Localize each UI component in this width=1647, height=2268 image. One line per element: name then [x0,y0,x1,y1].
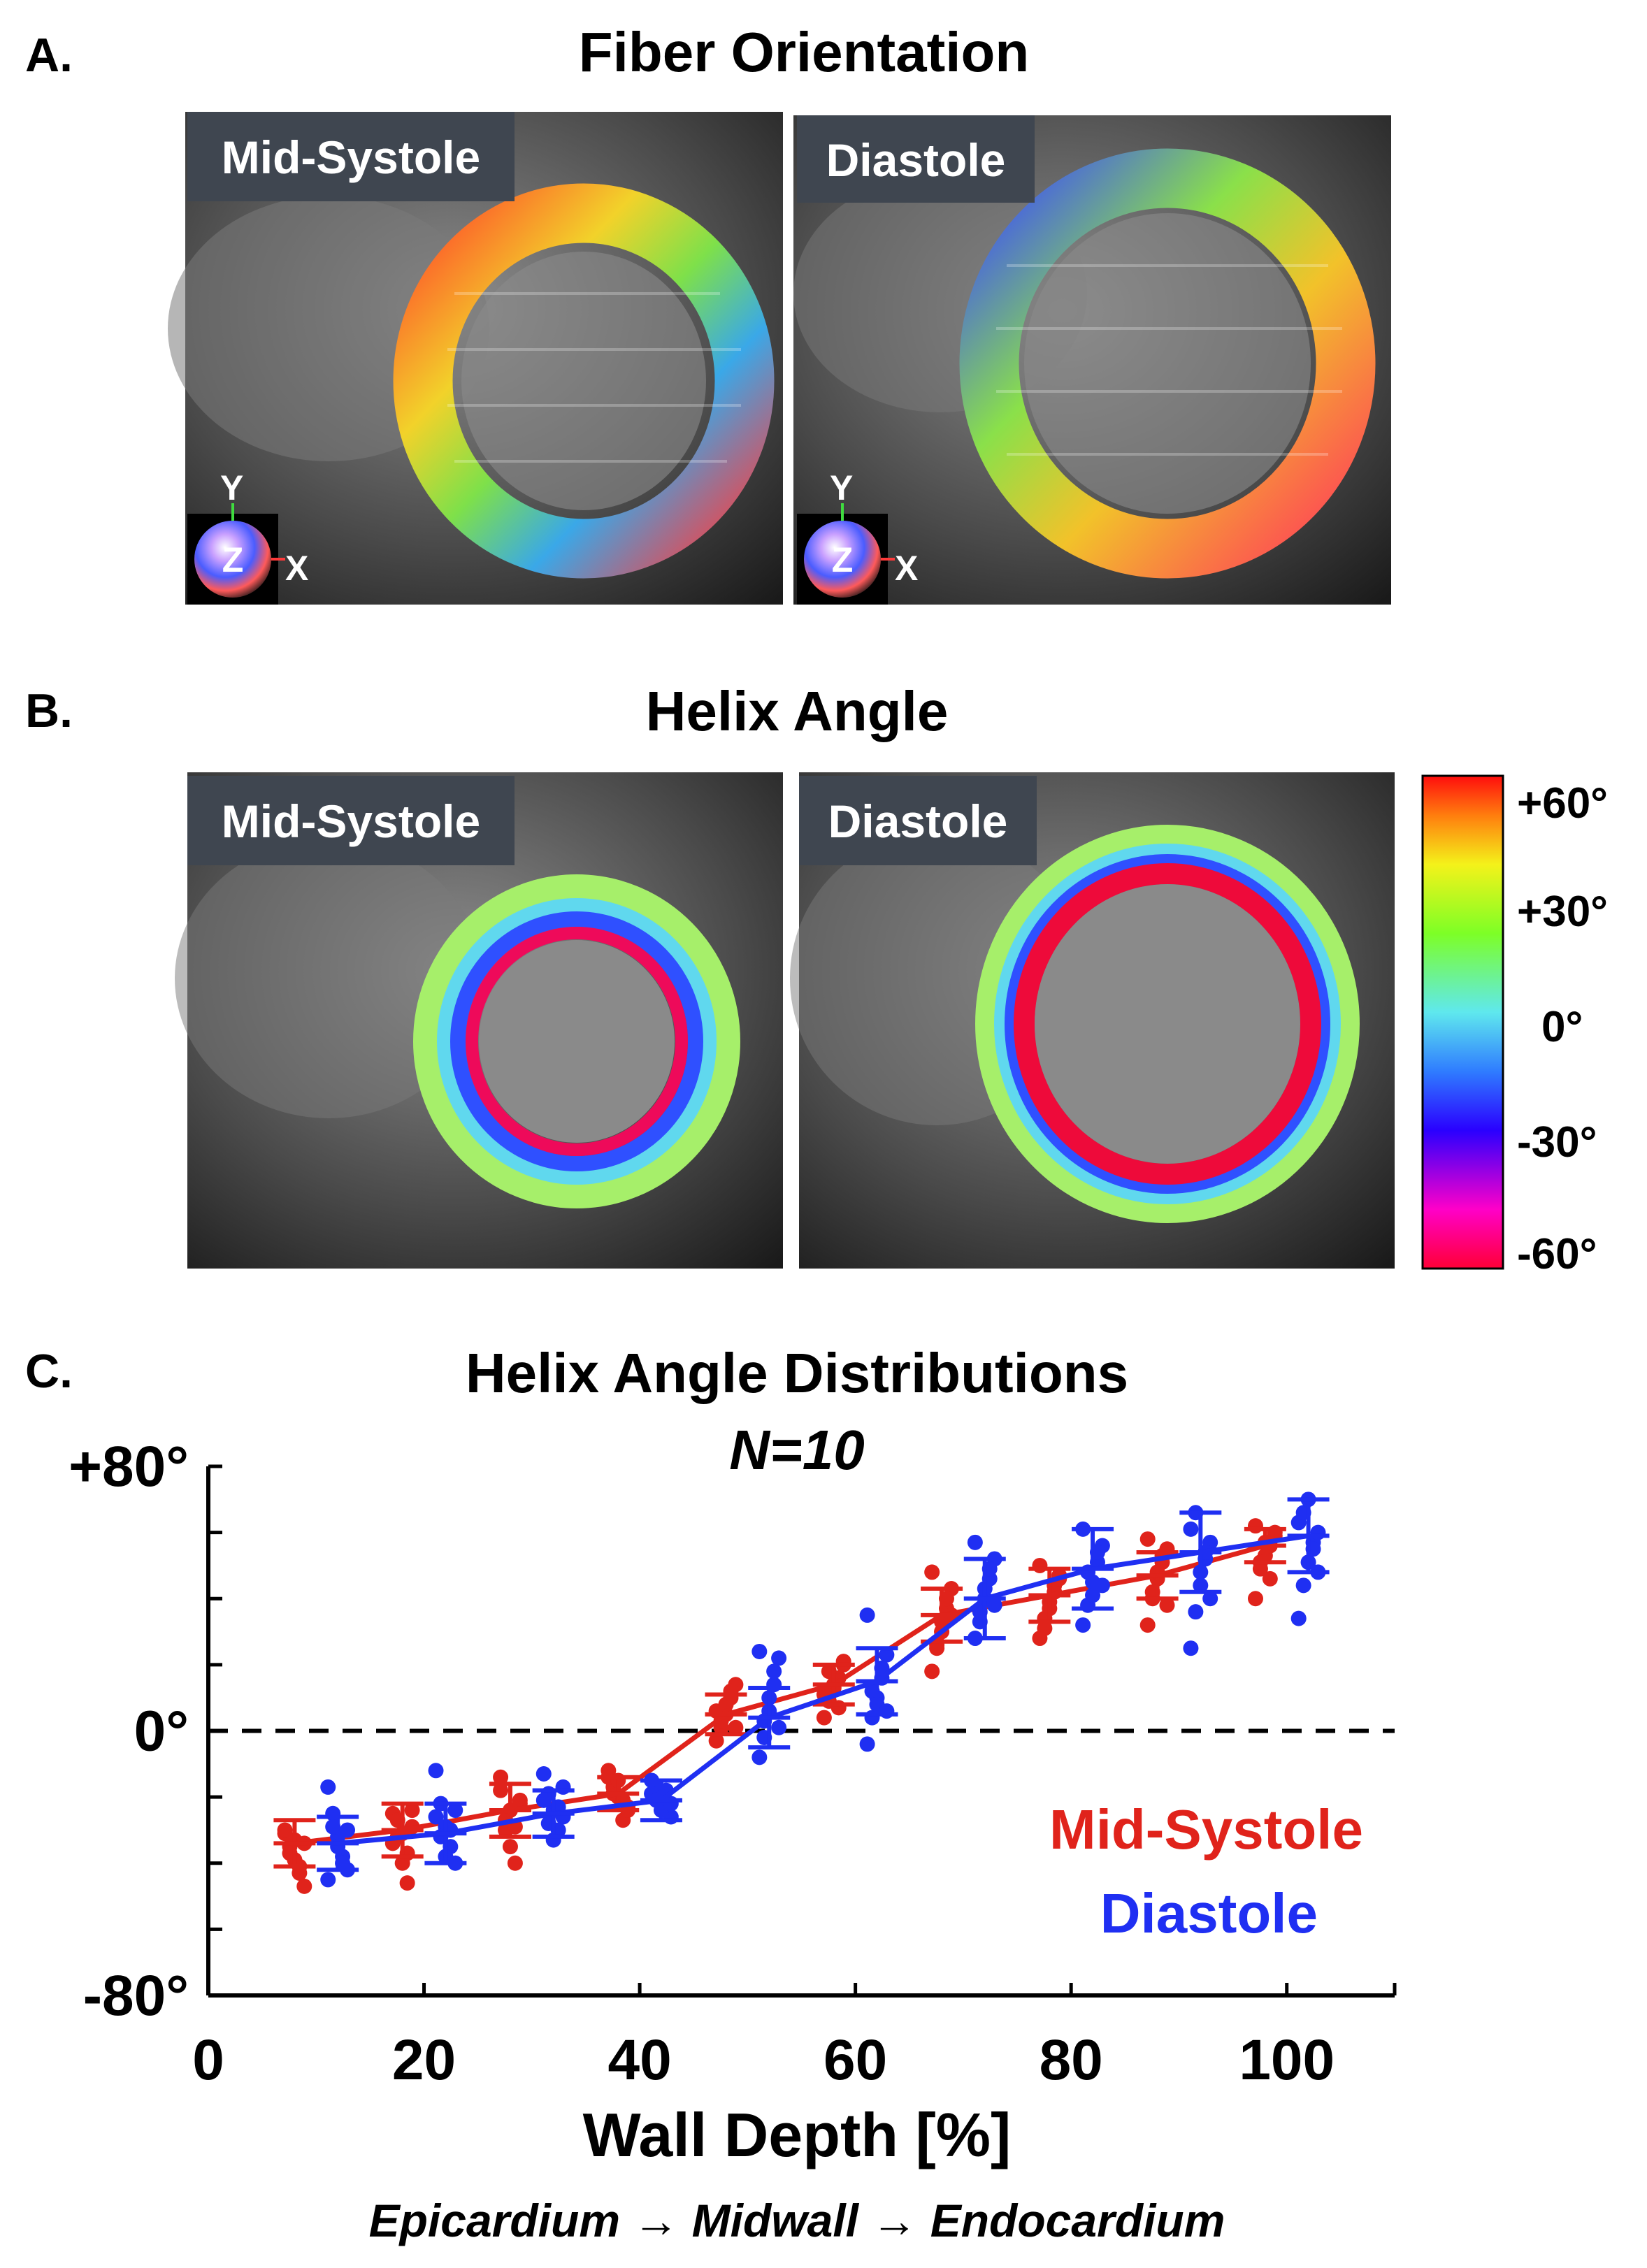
data-point [320,1872,336,1888]
data-point [535,1792,552,1808]
x-tick-label: 80 [1040,2028,1103,2092]
label-box-b-right [799,776,1037,865]
data-point [751,1749,768,1765]
axis-y-label-a-right: Y [830,468,853,507]
series-diastole [317,1491,1330,1888]
panel-b-title: Helix Angle [646,680,949,742]
data-point [404,1803,420,1819]
y-tick-label: -80° [83,1964,189,2028]
data-point [340,1822,356,1838]
panel-b-letter: B. [25,684,73,737]
panel-b-left-label: Mid-Systole [222,795,480,847]
chart-title: Helix Angle Distributions [466,1342,1128,1404]
data-point [967,1534,983,1550]
label-box-a-right [797,115,1035,203]
axis-triad-a-right: Y Z X [797,468,918,605]
data-point [816,1710,832,1726]
data-point [493,1769,509,1785]
helix-image-diastole [790,772,1395,1269]
plot-area: +80° 0° -80°0 20 40 60 80 100 [69,1435,1397,2092]
panel-a-left-label: Mid-Systole [222,131,480,183]
legend-mid-systole: Mid-Systole [1049,1798,1363,1861]
data-point [502,1839,518,1855]
colorbar-tick-zero: 0° [1541,1003,1583,1051]
orientation-sphere-icon [194,521,271,598]
data-point [1139,1531,1156,1547]
data-point [296,1878,312,1894]
colorbar-tick-minus30: -30° [1517,1118,1597,1166]
data-point [708,1733,724,1749]
panel-a-letter: A. [25,29,73,82]
y-tick-label: 0° [134,1700,189,1763]
data-point [924,1663,940,1680]
x-tick-label: 20 [392,2028,456,2092]
x-tick-label: 0 [192,2028,224,2092]
label-box-a-left [187,112,515,201]
data-point [766,1663,782,1680]
panel-b-right-label: Diastole [828,795,1008,847]
data-point [1139,1617,1156,1633]
data-point [1183,1521,1199,1537]
chart-subtitle: N=10 [729,1419,864,1481]
data-point [859,1607,875,1623]
data-point [535,1766,552,1782]
axis-triad-a-left: Y Z X [187,468,308,605]
panel-c-letter: C. [25,1345,73,1398]
data-point [428,1763,444,1779]
axis-x-label-a-right: X [895,549,918,588]
data-point [447,1803,463,1819]
data-point [751,1643,768,1659]
data-point [879,1647,895,1663]
y-tick-label: +80° [69,1435,189,1498]
data-point [507,1855,523,1871]
label-box-b-left [187,776,515,865]
legend-diastole: Diastole [1100,1882,1318,1944]
data-point [1183,1640,1199,1656]
data-point [1188,1604,1204,1620]
data-point [1037,1620,1053,1636]
axis-x-label-a-left: X [285,549,308,588]
data-point [1202,1591,1218,1607]
data-point [728,1719,744,1735]
data-point [1295,1577,1311,1594]
data-point [428,1809,444,1825]
data-point [771,1719,787,1735]
data-point [1262,1570,1278,1587]
data-point [859,1736,875,1752]
colorbar-tick-plus30: +30° [1517,888,1608,936]
orientation-sphere-icon [804,521,881,598]
axis-layer: +80° 0° -80°0 20 40 60 80 100 [69,1435,1397,2092]
data-point [493,1782,509,1798]
x-tick-label: 100 [1239,2028,1335,2092]
x-tick-label: 60 [824,2028,887,2092]
data-point [1290,1610,1307,1626]
data-point [924,1564,940,1580]
axis-z-label-a-right: Z [832,540,854,579]
x-axis-sublabel: Epicardium → Midwall → Endocardium [369,2195,1225,2246]
x-axis-label: Wall Depth [%] [583,2100,1012,2169]
x-tick-label: 40 [607,2028,671,2092]
data-point [1094,1577,1110,1594]
data-point [399,1875,415,1891]
panel-a-title: Fiber Orientation [579,21,1030,83]
data-point [1075,1617,1091,1633]
series-layer [273,1491,1330,1894]
mean-line [337,1533,1309,1846]
data-point [277,1822,293,1838]
colorbar-tick-plus60: +60° [1517,779,1608,828]
helix-colorbar [1421,774,1504,1270]
data-point [1159,1597,1175,1613]
series-mid-systole [273,1518,1286,1894]
data-point [320,1779,336,1795]
axis-z-label-a-left: Z [222,540,244,579]
data-point [1247,1591,1263,1607]
data-point [986,1597,1002,1613]
axis-y-label-a-left: Y [220,468,243,507]
panel-a-right-label: Diastole [826,134,1006,186]
colorbar-tick-minus60: -60° [1517,1230,1597,1278]
data-point [771,1650,787,1666]
